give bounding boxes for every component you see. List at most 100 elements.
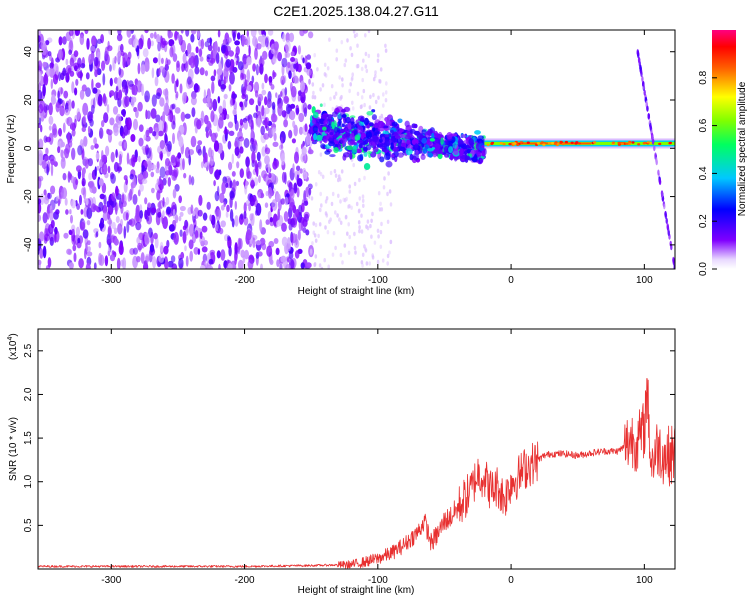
heatmap-cell [307, 104, 312, 110]
heatmap-cell [433, 130, 438, 138]
heatmap-cell [355, 64, 359, 69]
heatmap-cell [380, 221, 383, 227]
heatmap-cell [146, 156, 151, 165]
heatmap-cell [95, 152, 100, 160]
heatmap-cell [361, 263, 364, 268]
heatmap-cell [246, 166, 250, 179]
heatmap-cell [346, 231, 349, 236]
heatmap-cell [115, 113, 122, 125]
heatmap-cell [283, 211, 289, 222]
heatmap-cell [76, 203, 80, 210]
heatmap-cell [376, 58, 380, 63]
heatmap-cell [158, 120, 165, 133]
heatmap-cell [40, 40, 47, 51]
heatmap-cell [82, 115, 87, 125]
heatmap-cell [298, 112, 305, 123]
heatmap-cell [340, 138, 345, 144]
heatmap-cell [121, 109, 126, 116]
heatmap-cell [351, 76, 354, 81]
heatmap-cell [303, 190, 306, 203]
heatmap-cell [109, 90, 115, 97]
heatmap-cell [540, 141, 544, 144]
heatmap-cell [314, 182, 318, 187]
heatmap-cell [107, 205, 114, 216]
heatmap-cell [55, 101, 60, 113]
heatmap-cell [217, 46, 220, 53]
heatmap-cell [640, 71, 643, 77]
heatmap-cell [136, 236, 141, 245]
heatmap-cell [553, 142, 558, 146]
heatmap-cell [178, 215, 182, 222]
heatmap-cell [564, 140, 569, 144]
heatmap-cell [86, 37, 90, 50]
heatmap-cell [657, 169, 660, 176]
heatmap-cell [84, 159, 89, 169]
heatmap-cell [458, 140, 464, 145]
heatmap-cell [358, 229, 361, 234]
heatmap-cell [234, 215, 239, 227]
heatmap-cell [144, 90, 151, 103]
heatmap-cell [371, 253, 375, 258]
heatmap-cell [227, 121, 234, 129]
heatmap-cell [315, 134, 323, 142]
heatmap-cell [332, 231, 336, 236]
heatmap-cell [107, 165, 111, 174]
heatmap-cell [144, 209, 148, 220]
heatmap-cell [186, 76, 192, 85]
heatmap-cell [251, 75, 255, 84]
heatmap-cell [52, 74, 59, 85]
heatmap-cell [246, 56, 252, 66]
heatmap-cell [120, 259, 125, 267]
heatmap-cell [110, 151, 115, 163]
heatmap-cell [120, 43, 124, 53]
heatmap-cell [243, 138, 250, 148]
heatmap-cell [165, 196, 170, 206]
spectrogram-y-ticks: -40 -20 0 20 40 [23, 46, 675, 252]
heatmap-cell [193, 83, 199, 93]
heatmap-cell [156, 161, 160, 170]
heatmap-cell [146, 147, 151, 159]
heatmap-cell [313, 133, 317, 141]
heatmap-cell [154, 76, 159, 87]
colorbar-tick-label: 0.6 [698, 118, 709, 132]
heatmap-cell [142, 48, 149, 58]
heatmap-cell [61, 156, 66, 162]
heatmap-cell [170, 255, 176, 263]
heatmap-cell [394, 135, 402, 139]
heatmap-cell [155, 167, 160, 174]
heatmap-cell [182, 92, 187, 105]
heatmap-cell [319, 207, 322, 213]
heatmap-cell [269, 259, 274, 265]
heatmap-cell [349, 115, 356, 119]
heatmap-cell [116, 257, 121, 269]
heatmap-cell [234, 140, 238, 148]
x-tick-label: -300 [101, 575, 121, 586]
heatmap-cell [343, 126, 348, 134]
heatmap-cell [47, 257, 51, 267]
heatmap-cell [250, 30, 257, 38]
heatmap-cell [280, 91, 283, 97]
heatmap-cell [188, 174, 192, 185]
heatmap-cell [341, 260, 344, 265]
heatmap-cell [261, 30, 265, 36]
heatmap-cell [334, 245, 337, 251]
heatmap-cell [297, 94, 301, 102]
heatmap-cell [341, 77, 344, 82]
heatmap-cell [229, 195, 233, 209]
heatmap-cell [256, 43, 262, 50]
heatmap-cell [278, 262, 284, 269]
heatmap-cell [205, 130, 209, 139]
colorbar-ticks: 0.0 0.2 0.4 0.6 0.8 [698, 70, 717, 276]
heatmap-cell [164, 132, 168, 144]
snr-panel: -300 -200 -100 0 100 0.5 1.0 1.5 2.0 2.5 Height … [7, 328, 676, 596]
heatmap-cell [60, 149, 64, 159]
heatmap-cell [231, 93, 237, 99]
heatmap-cell [280, 153, 286, 166]
heatmap-cell [77, 57, 82, 68]
heatmap-cell [93, 262, 97, 269]
heatmap-cell [110, 173, 116, 184]
heatmap-cell [277, 103, 283, 117]
heatmap-cell [333, 169, 337, 174]
heatmap-cell [204, 41, 210, 48]
heatmap-cell [359, 104, 363, 110]
